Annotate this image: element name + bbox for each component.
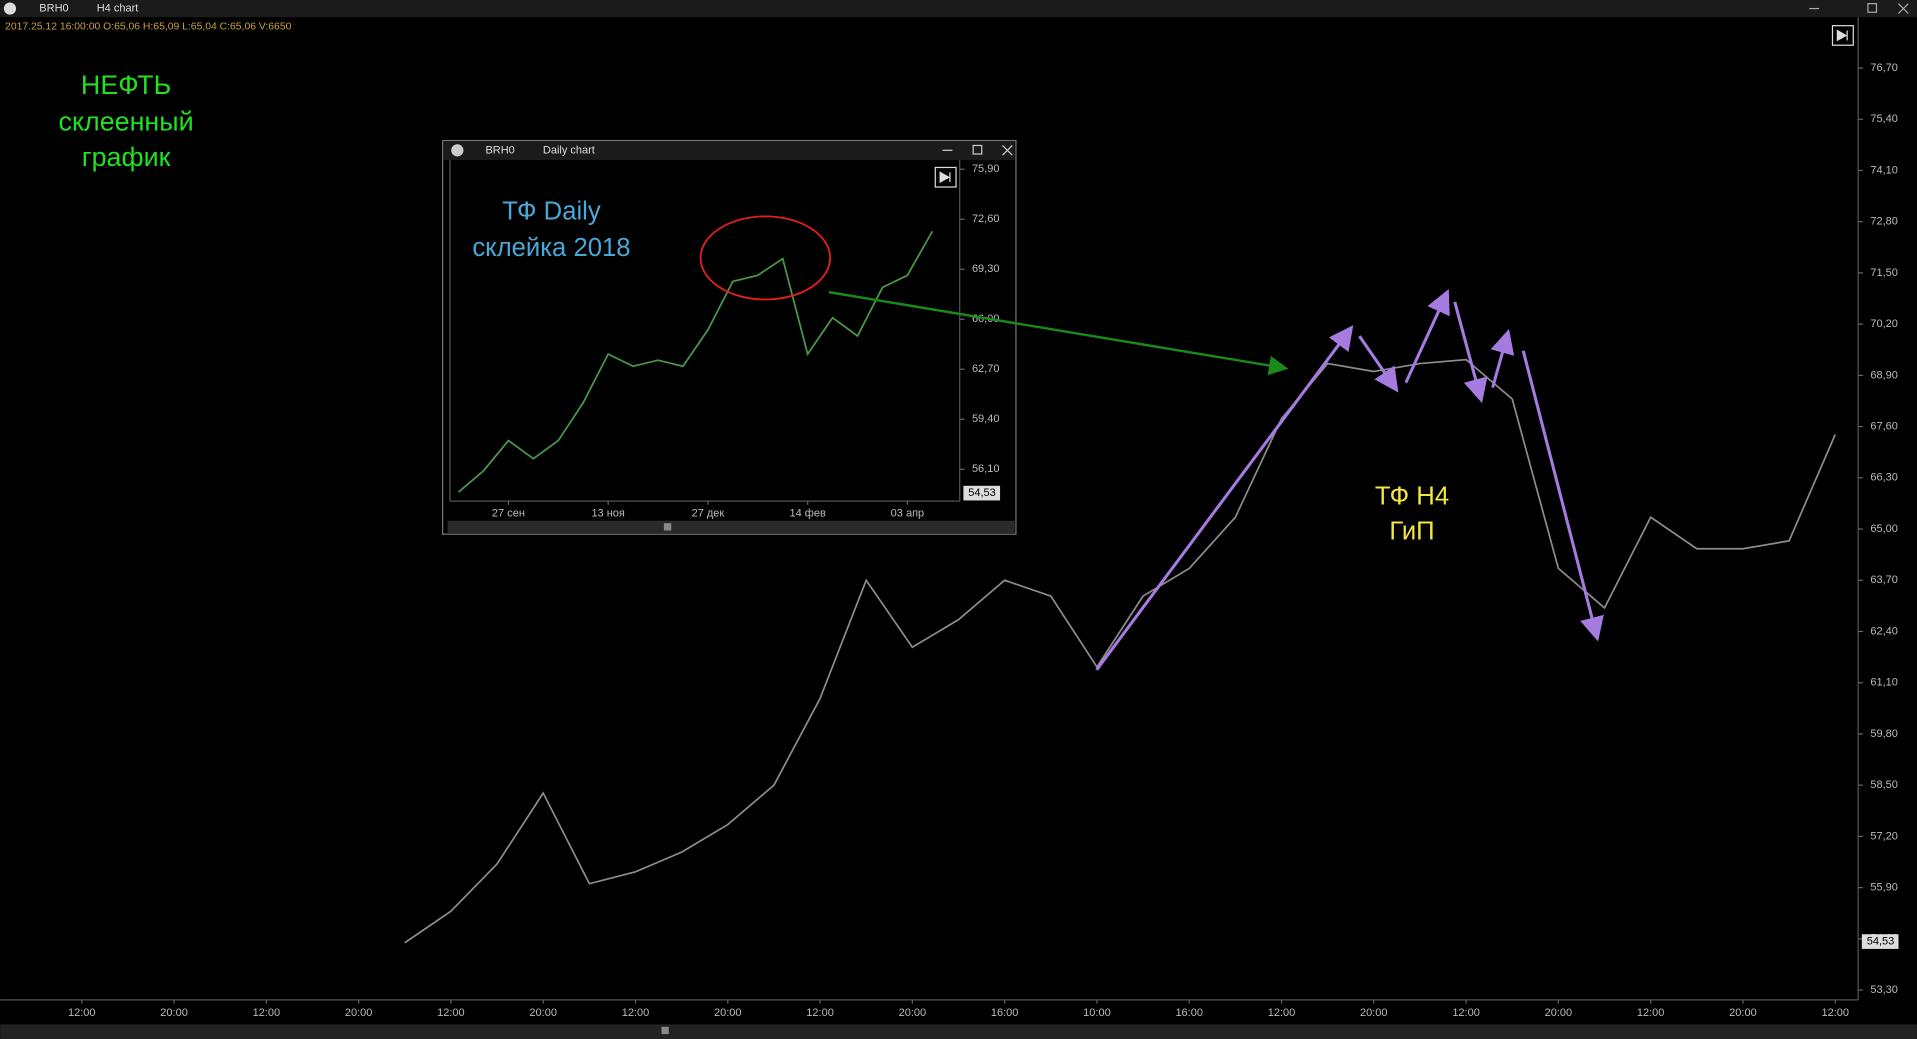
price-tag [1861, 934, 1899, 949]
timeframe[interactable]: H4 chart [97, 2, 139, 14]
note-title: склеенный [59, 107, 194, 137]
x-tick-label: 20:00 [160, 1007, 188, 1019]
inset-logo[interactable] [451, 144, 464, 157]
inset-timeframe[interactable]: Daily chart [543, 144, 595, 156]
note-title: НЕФТЬ [81, 70, 171, 100]
window-controls[interactable] [1809, 3, 1909, 14]
x-tick-label: 20:00 [714, 1007, 742, 1019]
x-tick-label: 12:00 [806, 1007, 834, 1019]
x-tick-label: 20:00 [1729, 1007, 1757, 1019]
note-h4: ТФ Н4 [1375, 482, 1449, 510]
x-tick-label: 12:00 [253, 1007, 281, 1019]
x-tick-label: 12:00 [622, 1007, 650, 1019]
inset-scroll-thumb[interactable] [663, 523, 672, 531]
y-tick-label: 61,10 [1870, 677, 1898, 689]
x-tick-label: 12:00 [1821, 1007, 1849, 1019]
x-tick-label: 20:00 [899, 1007, 927, 1019]
y-tick-label: 58,50 [1870, 779, 1898, 791]
inset-scrollbar[interactable] [447, 520, 1015, 533]
y-tick-label: 62,70 [972, 363, 1000, 375]
scrollbar[interactable] [0, 1024, 1917, 1039]
price-tag-label: 54,53 [968, 487, 996, 499]
y-tick-label: 71,50 [1870, 267, 1898, 279]
x-tick-label: 27 сен [492, 507, 525, 519]
x-tick-label: 10:00 [1083, 1007, 1111, 1019]
info-line: 2017.25.12 16:00:00 O:65,06 H:65,09 L:65… [5, 22, 292, 33]
y-tick-label: 68,90 [1870, 369, 1898, 381]
y-tick-label: 57,20 [1870, 830, 1898, 842]
x-tick-label: 20:00 [1360, 1007, 1388, 1019]
y-tick-label: 55,90 [1870, 881, 1898, 893]
wave-arrows [1095, 289, 1604, 671]
price-tag-label: 54,53 [1867, 935, 1895, 947]
y-tick-label: 72,60 [972, 213, 1000, 225]
highlight-ellipse [699, 215, 832, 301]
x-tick-label: 14 фев [790, 507, 826, 519]
x-tick-label: 20:00 [1545, 1007, 1573, 1019]
go-to-end-icon [1836, 29, 1848, 42]
scrollbar-thumb[interactable] [661, 1026, 669, 1035]
y-tick-label: 67,60 [1870, 421, 1898, 433]
toolbar [0, 0, 1917, 18]
note-title: график [82, 142, 171, 172]
inset-controls[interactable] [942, 144, 1013, 156]
y-tick-label: 62,40 [1870, 625, 1898, 637]
x-tick-label: 12:00 [437, 1007, 465, 1019]
inset-end-icon [939, 171, 951, 184]
inset-window: BRH0 Daily chart [442, 139, 1017, 535]
x-tick-label: 16:00 [991, 1007, 1019, 1019]
y-tick-label: 72,80 [1870, 216, 1898, 228]
inset-end-button[interactable] [934, 166, 957, 188]
note-daily: склейка 2018 [472, 234, 630, 262]
main-chart: 53,3054,6055,9057,2058,5059,8061,1062,40… [68, 62, 1899, 1019]
y-tick-label: 59,40 [972, 413, 1000, 425]
note-daily: ТФ Daily [502, 197, 601, 225]
x-tick-label: 13 ноя [591, 507, 624, 519]
go-to-end-button[interactable] [1831, 25, 1854, 46]
note-h4: ГиП [1389, 518, 1434, 546]
y-tick-label: 56,10 [972, 463, 1000, 475]
x-tick-label: 12:00 [1452, 1007, 1480, 1019]
y-tick-label: 65,00 [1870, 523, 1898, 535]
y-tick-label: 75,40 [1870, 113, 1898, 125]
inset-toolbar [443, 141, 1015, 161]
app-logo[interactable] [3, 2, 17, 15]
inset-symbol[interactable]: BRH0 [485, 144, 514, 156]
y-tick-label: 53,30 [1870, 984, 1898, 996]
link-arrow [828, 290, 1289, 376]
x-tick-label: 27 дек [692, 507, 725, 519]
y-tick-label: 76,70 [1870, 62, 1898, 74]
inset-frame [442, 139, 1017, 535]
x-tick-label: 12:00 [68, 1007, 96, 1019]
y-tick-label: 63,70 [1870, 574, 1898, 586]
x-tick-label: 20:00 [345, 1007, 373, 1019]
symbol[interactable]: BRH0 [39, 2, 68, 14]
price-line [458, 230, 934, 493]
x-tick-label: 12:00 [1637, 1007, 1665, 1019]
x-tick-label: 12:00 [1268, 1007, 1296, 1019]
y-tick-label: 70,20 [1870, 318, 1898, 330]
x-tick-label: 03 апр [891, 507, 924, 519]
y-tick-label: 74,10 [1870, 164, 1898, 176]
y-tick-label: 75,90 [972, 163, 1000, 175]
x-tick-label: 16:00 [1175, 1007, 1203, 1019]
y-tick-label: 69,30 [972, 263, 1000, 275]
price-line [404, 358, 1837, 944]
price-tag [963, 485, 1001, 501]
y-tick-label: 66,30 [1870, 472, 1898, 484]
y-tick-label: 59,80 [1870, 728, 1898, 740]
x-tick-label: 20:00 [529, 1007, 557, 1019]
